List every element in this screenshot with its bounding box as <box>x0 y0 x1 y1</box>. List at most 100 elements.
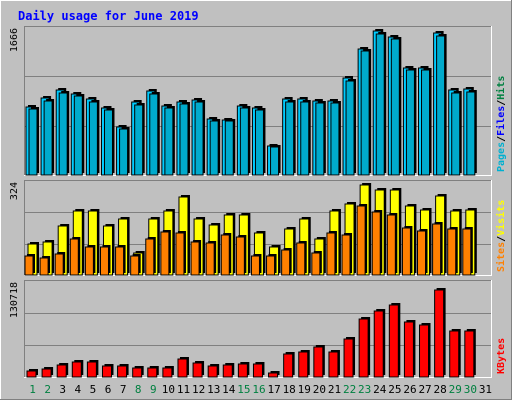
y-max-label: 324 <box>9 182 20 200</box>
files-bar <box>300 100 311 176</box>
x-tick-label: 3 <box>59 383 66 396</box>
sites-bar <box>220 233 232 276</box>
files-bar <box>194 100 206 176</box>
kbytes-bar <box>328 350 340 378</box>
kbytes-bar <box>56 363 69 378</box>
x-tick-label: 21 <box>328 383 341 396</box>
files-bar <box>436 34 447 176</box>
files-bar <box>345 79 357 176</box>
kbytes-bar <box>464 329 476 378</box>
sites-bar <box>235 235 247 276</box>
x-tick-label: 20 <box>313 383 326 396</box>
legend: Pages/Files/Hits <box>495 76 507 172</box>
files-bar <box>179 102 190 176</box>
x-tick-label: 28 <box>434 383 447 396</box>
x-tick-label: 1 <box>29 383 36 396</box>
sites-bar <box>250 254 262 276</box>
x-tick-label: 10 <box>162 383 175 396</box>
sites-bar <box>24 254 35 276</box>
x-tick-label: 4 <box>75 383 82 396</box>
kbytes-bar <box>419 323 431 378</box>
files-bar <box>270 145 281 176</box>
files-bar <box>134 103 145 176</box>
files-bar <box>330 101 341 176</box>
x-tick-label: 15 <box>237 383 250 396</box>
kbytes-bar <box>192 361 205 378</box>
files-bar <box>375 32 387 176</box>
kbytes-bar <box>252 362 265 378</box>
legend-files: Files <box>495 106 507 136</box>
sites-bar <box>326 231 337 276</box>
files-bar <box>254 108 266 176</box>
sites-bar <box>54 252 66 276</box>
sites-bar <box>190 240 202 276</box>
sites-bar <box>266 254 277 276</box>
sites-bar <box>69 237 81 276</box>
x-tick-label: 9 <box>150 383 157 396</box>
y-max-label: 1666 <box>9 28 20 52</box>
sites-bar <box>447 227 458 276</box>
kbytes-bar <box>373 309 386 378</box>
x-tick-label: 19 <box>298 383 311 396</box>
kbytes-bar <box>298 350 310 378</box>
sites-bar <box>311 251 322 276</box>
kbytes-bar <box>147 366 159 378</box>
kbytes-bar <box>358 317 371 378</box>
x-tick-label: 23 <box>358 383 371 396</box>
kbytes-bar <box>41 367 54 378</box>
kbytes-bar <box>162 366 174 378</box>
x-tick-label: 8 <box>135 383 142 396</box>
files-bar <box>43 99 55 176</box>
files-bar <box>285 100 296 176</box>
sites-bar <box>205 241 217 276</box>
files-bar <box>209 119 221 176</box>
legend: KBytes <box>496 338 507 374</box>
kbytes-bar <box>71 360 84 378</box>
x-tick-label: 5 <box>90 383 97 396</box>
x-tick-label: 13 <box>207 383 220 396</box>
files-bar <box>390 37 402 176</box>
y-max-label: 130718 <box>9 282 20 318</box>
kbytes-bar <box>132 366 144 378</box>
files-bar <box>58 91 70 176</box>
files-bar <box>239 106 251 176</box>
kbytes-bar <box>207 364 220 378</box>
x-tick-label: 6 <box>105 383 112 396</box>
files-bar <box>149 92 160 176</box>
kbytes-bar <box>434 288 446 378</box>
files-bar <box>28 107 39 176</box>
kbytes-bar <box>403 320 416 378</box>
sites-bar <box>84 245 96 276</box>
legend-visits: Visits <box>495 200 507 236</box>
kbytes-bar <box>343 337 356 378</box>
legend-sites: Sites <box>495 242 507 272</box>
x-tick-label: 30 <box>464 383 477 396</box>
files-bar <box>466 90 477 176</box>
x-tick-label: 11 <box>177 383 190 396</box>
sites-bar <box>281 248 292 276</box>
sites-bar <box>386 213 398 276</box>
files-bar <box>103 108 115 176</box>
files-bar <box>73 94 85 176</box>
sites-bar <box>175 231 186 276</box>
x-tick-label: 18 <box>283 383 296 396</box>
x-tick-label: 27 <box>418 383 431 396</box>
x-tick-label: 31 <box>479 383 492 396</box>
sites-bar <box>401 226 413 276</box>
files-bar <box>421 68 432 176</box>
legend: Sites/Visits <box>495 200 507 272</box>
x-tick-label: 24 <box>373 383 387 396</box>
kbytes-bar <box>313 345 325 378</box>
x-tick-label: 2 <box>44 383 51 396</box>
files-bar <box>88 100 100 176</box>
x-tick-label: 16 <box>252 383 265 396</box>
sites-bar <box>39 256 51 276</box>
sites-bar <box>145 237 156 276</box>
kbytes-bar <box>222 363 235 378</box>
files-bar <box>451 91 462 176</box>
sites-bar <box>371 210 383 276</box>
files-bar <box>224 119 236 176</box>
sites-bar <box>341 233 353 276</box>
files-bar <box>119 127 130 176</box>
